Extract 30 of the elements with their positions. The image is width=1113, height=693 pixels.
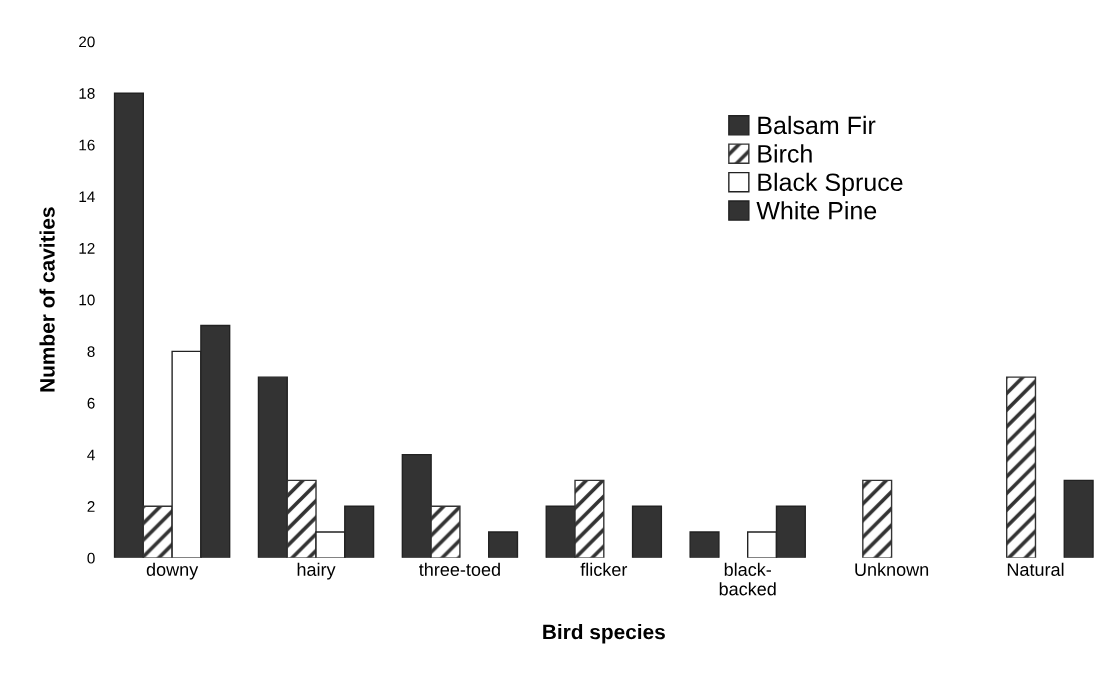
y-tick-label: 2 <box>87 501 95 512</box>
y-tick-label: 12 <box>79 242 95 254</box>
x-tick-label: black- backed <box>719 562 776 596</box>
legend-label: Balsam Fir <box>758 115 876 135</box>
x-tick-label: Natural <box>1007 562 1064 576</box>
y-tick-label: 4 <box>87 449 95 461</box>
x-axis-title: Bird species <box>543 624 665 644</box>
bar <box>1063 479 1094 558</box>
x-tick-label: hairy <box>297 562 336 580</box>
bar <box>862 479 893 558</box>
bar <box>631 505 663 558</box>
y-tick-label: 14 <box>79 191 95 202</box>
bar <box>487 531 519 558</box>
y-tick-label: 10 <box>79 294 95 306</box>
x-tick-label: downy <box>146 562 199 580</box>
legend-label: White Pine <box>756 201 877 220</box>
y-tick-label: 16 <box>79 139 95 151</box>
y-axis-title: Number of cavities <box>39 207 55 392</box>
x-tick-label: three-toed <box>419 562 500 576</box>
x-tick-label: Unknown <box>855 562 929 576</box>
legend-label: Black Spruce <box>758 172 903 197</box>
x-tick-label: flicker <box>580 562 628 576</box>
y-tick-label: 6 <box>87 397 95 409</box>
y-tick-label: 0 <box>87 552 95 564</box>
bar <box>1006 376 1037 558</box>
y-tick-label: 8 <box>87 346 95 358</box>
bar <box>689 531 720 558</box>
legend-label: Birch <box>758 144 812 163</box>
y-tick-label: 18 <box>79 88 95 99</box>
y-tick-label: 20 <box>79 36 95 48</box>
